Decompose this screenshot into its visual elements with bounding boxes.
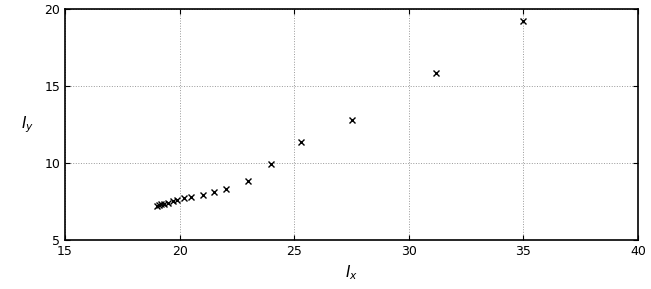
Y-axis label: $I_y$: $I_y$ (21, 114, 34, 135)
X-axis label: $I_x$: $I_x$ (345, 263, 358, 282)
